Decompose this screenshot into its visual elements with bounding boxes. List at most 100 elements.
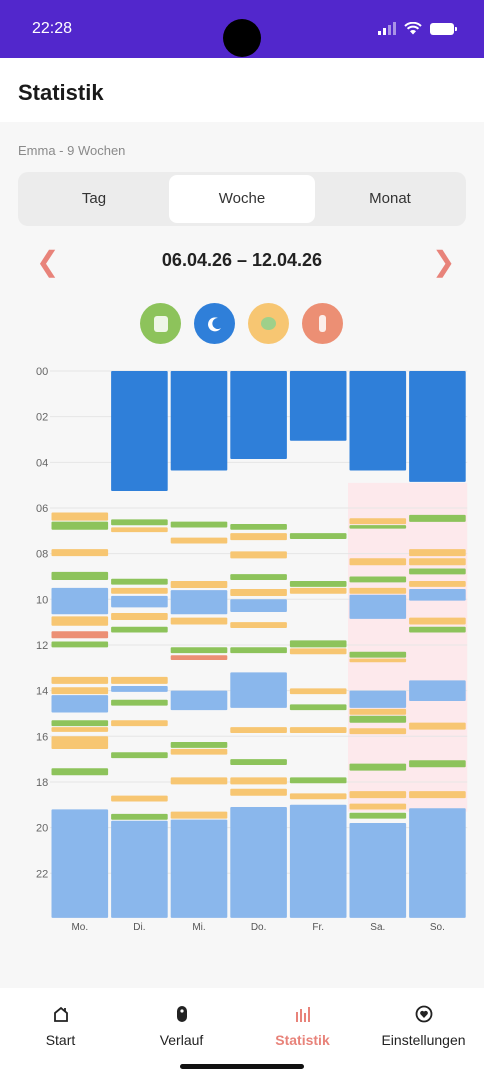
bottle-bar[interactable]: [51, 631, 109, 639]
feeding-bar[interactable]: [111, 612, 168, 620]
diaper-bar[interactable]: [51, 571, 109, 581]
diaper-bar[interactable]: [289, 533, 347, 539]
nap-bar[interactable]: [170, 819, 228, 918]
diaper-bar[interactable]: [111, 578, 168, 585]
tab-woche[interactable]: Woche: [169, 175, 315, 223]
diaper-icon[interactable]: [140, 303, 181, 344]
diaper-bar[interactable]: [349, 763, 407, 771]
diaper-bar[interactable]: [111, 519, 168, 526]
nap-bar[interactable]: [289, 804, 347, 918]
feeding-bar[interactable]: [409, 722, 466, 730]
feeding-bar[interactable]: [230, 788, 287, 796]
feeding-bar[interactable]: [230, 777, 287, 785]
feeding-bar[interactable]: [349, 558, 407, 566]
diaper-bar[interactable]: [289, 581, 347, 587]
bottle-bar[interactable]: [170, 655, 228, 660]
feeding-bar[interactable]: [51, 687, 109, 695]
diaper-bar[interactable]: [170, 741, 228, 748]
feeding-bar[interactable]: [289, 648, 347, 655]
nav-start[interactable]: Start: [0, 1004, 121, 1048]
nap-bar[interactable]: [409, 680, 466, 702]
feeding-bar[interactable]: [409, 791, 466, 799]
feeding-bar[interactable]: [349, 803, 407, 810]
tab-tag[interactable]: Tag: [81, 190, 107, 207]
diaper-bar[interactable]: [409, 760, 466, 768]
diaper-bar[interactable]: [409, 568, 466, 575]
nap-bar[interactable]: [409, 589, 466, 601]
feeding-bar[interactable]: [111, 527, 168, 533]
prev-week-button[interactable]: ❮: [36, 246, 60, 277]
night-bar[interactable]: [349, 371, 407, 471]
diaper-bar[interactable]: [111, 752, 168, 759]
feeding-bar[interactable]: [170, 748, 228, 755]
feeding-bar[interactable]: [289, 727, 347, 733]
feeding-bar[interactable]: [409, 617, 466, 625]
diaper-bar[interactable]: [349, 651, 407, 658]
diaper-bar[interactable]: [111, 813, 168, 820]
nap-bar[interactable]: [111, 820, 168, 918]
diaper-bar[interactable]: [51, 641, 109, 648]
nap-bar[interactable]: [111, 595, 168, 608]
diaper-bar[interactable]: [409, 626, 466, 633]
feeding-bar[interactable]: [51, 549, 109, 557]
feeding-bar[interactable]: [51, 616, 109, 626]
feeding-bar[interactable]: [289, 793, 347, 800]
feeding-bar[interactable]: [170, 777, 228, 785]
tab-monat[interactable]: Monat: [369, 190, 411, 207]
nap-bar[interactable]: [51, 587, 109, 615]
nap-bar[interactable]: [170, 690, 228, 711]
diaper-bar[interactable]: [111, 699, 168, 706]
feeding-bar[interactable]: [409, 549, 466, 557]
nap-bar[interactable]: [230, 807, 287, 918]
feeding-bar[interactable]: [170, 617, 228, 625]
night-bar[interactable]: [170, 371, 228, 471]
nav-einstellungen[interactable]: Einstellungen: [363, 1004, 484, 1048]
nav-verlauf[interactable]: Verlauf: [121, 1004, 242, 1048]
feeding-bar[interactable]: [289, 587, 347, 594]
diaper-bar[interactable]: [349, 576, 407, 583]
diaper-bar[interactable]: [170, 521, 228, 528]
diaper-bar[interactable]: [170, 647, 228, 654]
nap-bar[interactable]: [51, 809, 109, 918]
feeding-bar[interactable]: [51, 676, 109, 684]
feeding-bar[interactable]: [349, 587, 407, 594]
diaper-bar[interactable]: [409, 514, 466, 522]
feeding-bar[interactable]: [51, 727, 109, 732]
nap-bar[interactable]: [170, 590, 228, 615]
nap-bar[interactable]: [111, 686, 168, 692]
diaper-bar[interactable]: [230, 523, 287, 530]
feeding-bar[interactable]: [230, 622, 287, 628]
diaper-bar[interactable]: [349, 715, 407, 723]
next-week-button[interactable]: ❯: [432, 246, 456, 277]
diaper-bar[interactable]: [289, 704, 347, 711]
night-bar[interactable]: [409, 371, 466, 482]
diaper-bar[interactable]: [230, 574, 287, 581]
feeding-bar[interactable]: [349, 708, 407, 715]
diaper-bar[interactable]: [111, 626, 168, 633]
diaper-bar[interactable]: [51, 768, 109, 776]
diaper-bar[interactable]: [230, 759, 287, 765]
food-icon[interactable]: [248, 303, 289, 344]
feeding-bar[interactable]: [230, 533, 287, 541]
nap-bar[interactable]: [349, 594, 407, 619]
diaper-bar[interactable]: [51, 521, 109, 530]
feeding-bar[interactable]: [170, 537, 228, 544]
nap-bar[interactable]: [349, 823, 407, 918]
feeding-bar[interactable]: [230, 727, 287, 733]
night-bar[interactable]: [289, 371, 347, 441]
feeding-bar[interactable]: [409, 581, 466, 587]
sleep-icon[interactable]: [194, 303, 235, 344]
nap-bar[interactable]: [51, 695, 109, 713]
diaper-bar[interactable]: [349, 525, 407, 529]
feeding-bar[interactable]: [111, 720, 168, 727]
feeding-bar[interactable]: [111, 795, 168, 802]
diaper-bar[interactable]: [289, 640, 347, 648]
feeding-bar[interactable]: [111, 676, 168, 684]
nav-statistik[interactable]: Statistik: [242, 1004, 363, 1048]
feeding-bar[interactable]: [349, 728, 407, 735]
diaper-bar[interactable]: [349, 812, 407, 819]
diaper-bar[interactable]: [230, 647, 287, 654]
diaper-bar[interactable]: [289, 777, 347, 784]
feeding-bar[interactable]: [170, 811, 228, 819]
feeding-bar[interactable]: [349, 791, 407, 799]
